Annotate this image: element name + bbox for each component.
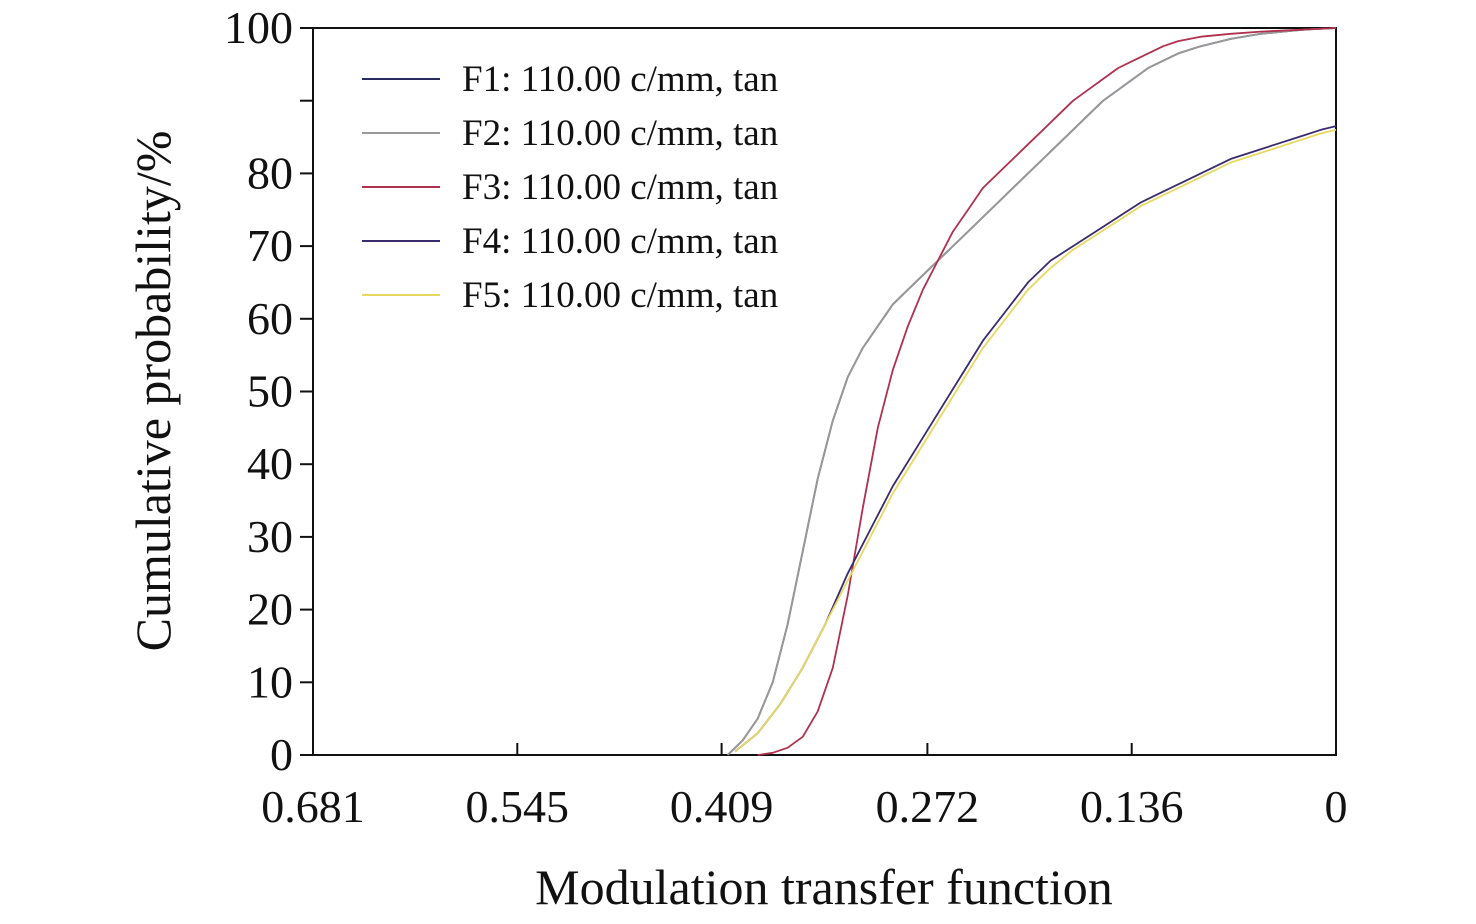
x-tick-label: 0.409 [670, 781, 774, 832]
y-tick-label: 100 [224, 2, 293, 53]
y-tick-label: 80 [247, 147, 293, 198]
y-axis-ticks: 0 10 20 30 40 50 60 70 80 100 [224, 2, 313, 780]
legend-label: F3: 110.00 c/mm, tan [462, 167, 778, 208]
legend-label: F2: 110.00 c/mm, tan [462, 113, 778, 154]
y-tick-label: 30 [247, 511, 293, 562]
series-line-4 [734, 125, 1337, 753]
series-line-5 [734, 128, 1337, 753]
legend-label: F4: 110.00 c/mm, tan [462, 221, 778, 262]
x-tick-label: 0.545 [466, 781, 570, 832]
legend-label: F1: 110.00 c/mm, tan [462, 59, 778, 100]
x-axis-title: Modulation transfer function [535, 859, 1113, 915]
series-line-1 [726, 27, 1337, 756]
legend-label: F5: 110.00 c/mm, tan [462, 275, 778, 316]
y-tick-label: 40 [247, 438, 293, 489]
series-lines [726, 27, 1337, 756]
y-tick-label: 0 [270, 729, 293, 780]
series-line-3 [757, 27, 1337, 756]
series-line-2 [726, 27, 1337, 756]
y-tick-label: 60 [247, 293, 293, 344]
x-axis-ticks: 0.681 0.545 0.409 0.272 0.136 0 [261, 743, 1348, 832]
x-tick-label: 0.136 [1080, 781, 1184, 832]
x-tick-label: 0.272 [876, 781, 980, 832]
legend: F1: 110.00 c/mm, tan F2: 110.00 c/mm, tan… [362, 59, 778, 316]
x-tick-label: 0.681 [261, 781, 365, 832]
y-tick-label: 50 [247, 366, 293, 417]
x-tick-label: 0 [1325, 781, 1348, 832]
y-tick-label: 70 [247, 220, 293, 271]
y-tick-label: 20 [247, 584, 293, 635]
y-axis-title: Cumulative probability/% [125, 131, 181, 652]
y-tick-label: 10 [247, 656, 293, 707]
